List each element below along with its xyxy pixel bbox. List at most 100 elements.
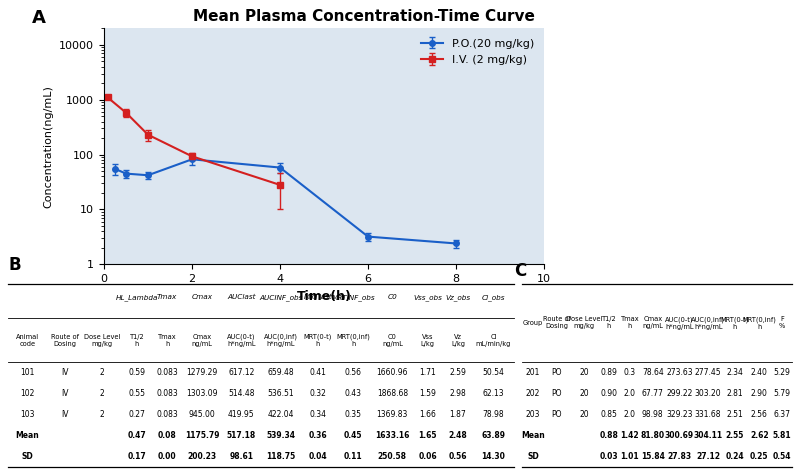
Text: 118.75: 118.75 <box>266 452 296 461</box>
Text: HL_Lambda: HL_Lambda <box>116 294 158 301</box>
Text: 6.37: 6.37 <box>774 410 790 419</box>
Text: 1.01: 1.01 <box>621 452 639 461</box>
Text: 536.51: 536.51 <box>268 389 294 398</box>
Text: B: B <box>8 256 21 274</box>
Text: 1175.79: 1175.79 <box>185 431 219 440</box>
Text: AUClast: AUClast <box>227 294 255 300</box>
Text: Cl
mL/min/kg: Cl mL/min/kg <box>476 334 511 346</box>
Text: Tmax
h: Tmax h <box>158 334 177 346</box>
Text: 0.03: 0.03 <box>599 452 618 461</box>
Text: Mean: Mean <box>521 431 545 440</box>
Text: 2.34: 2.34 <box>726 368 743 377</box>
Text: AUC(0,inf)
h*ng/mL: AUC(0,inf) h*ng/mL <box>264 333 298 347</box>
Text: MRTINF_obs: MRTINF_obs <box>331 294 375 301</box>
Text: 329.23: 329.23 <box>666 410 693 419</box>
Text: 2.55: 2.55 <box>726 431 744 440</box>
Text: 945.00: 945.00 <box>189 410 215 419</box>
Text: 304.11: 304.11 <box>694 431 722 440</box>
Text: 2: 2 <box>100 389 105 398</box>
Text: 0.25: 0.25 <box>750 452 769 461</box>
Text: Cmax
ng/mL: Cmax ng/mL <box>642 316 663 329</box>
Text: 2.40: 2.40 <box>751 368 768 377</box>
Text: 27.83: 27.83 <box>667 452 691 461</box>
Text: F
%: F % <box>778 316 785 329</box>
Text: 1303.09: 1303.09 <box>186 389 218 398</box>
Text: Cmax: Cmax <box>191 294 213 300</box>
Text: C0: C0 <box>387 294 397 300</box>
Text: 0.55: 0.55 <box>129 389 146 398</box>
Text: 27.12: 27.12 <box>696 452 720 461</box>
Text: 5.79: 5.79 <box>774 389 790 398</box>
Text: 2.62: 2.62 <box>750 431 769 440</box>
Text: MRTlast: MRTlast <box>303 294 332 300</box>
Text: 0.47: 0.47 <box>127 431 146 440</box>
Text: 0.41: 0.41 <box>310 368 326 377</box>
Text: IV: IV <box>61 410 69 419</box>
Text: 1868.68: 1868.68 <box>377 389 408 398</box>
Text: 250.58: 250.58 <box>378 452 407 461</box>
Text: 1.66: 1.66 <box>419 410 436 419</box>
Text: 0.083: 0.083 <box>157 410 178 419</box>
Text: 300.69: 300.69 <box>665 431 694 440</box>
Text: 202: 202 <box>526 389 540 398</box>
Text: 0.3: 0.3 <box>624 368 636 377</box>
Y-axis label: Concentration(ng/mL): Concentration(ng/mL) <box>44 85 54 208</box>
Text: IV: IV <box>61 389 69 398</box>
Text: 20: 20 <box>579 410 589 419</box>
Text: 2.90: 2.90 <box>751 389 768 398</box>
Text: 1.87: 1.87 <box>450 410 466 419</box>
Text: 2.48: 2.48 <box>449 431 467 440</box>
Text: 101: 101 <box>21 368 34 377</box>
Text: 2.56: 2.56 <box>751 410 768 419</box>
Text: 62.13: 62.13 <box>482 389 504 398</box>
Text: 102: 102 <box>21 389 34 398</box>
Text: AUCINF_obs: AUCINF_obs <box>259 294 302 301</box>
Text: 1.65: 1.65 <box>418 431 437 440</box>
Text: 0.90: 0.90 <box>600 389 618 398</box>
Text: 0.11: 0.11 <box>344 452 362 461</box>
Text: 514.48: 514.48 <box>228 389 254 398</box>
Text: 0.27: 0.27 <box>129 410 146 419</box>
Text: 50.54: 50.54 <box>482 368 504 377</box>
Text: MRT(0-t)
h: MRT(0-t) h <box>721 316 749 330</box>
Text: 20: 20 <box>579 389 589 398</box>
Text: 103: 103 <box>20 410 35 419</box>
Text: 63.89: 63.89 <box>482 431 506 440</box>
Text: T1/2
h: T1/2 h <box>602 316 616 329</box>
Text: SD: SD <box>22 452 34 461</box>
Text: 14.30: 14.30 <box>482 452 506 461</box>
Text: 0.54: 0.54 <box>773 452 791 461</box>
Text: PO: PO <box>552 410 562 419</box>
Text: PO: PO <box>552 389 562 398</box>
Text: AUC(0-t)
h*ng/mL: AUC(0-t) h*ng/mL <box>665 316 694 330</box>
Text: 299.22: 299.22 <box>666 389 693 398</box>
Text: 0.17: 0.17 <box>127 452 146 461</box>
Text: 1660.96: 1660.96 <box>377 368 408 377</box>
Text: 203: 203 <box>526 410 540 419</box>
Text: 2.59: 2.59 <box>450 368 466 377</box>
Text: 0.43: 0.43 <box>345 389 362 398</box>
Text: 0.34: 0.34 <box>310 410 326 419</box>
Text: 0.45: 0.45 <box>344 431 362 440</box>
Text: IV: IV <box>61 368 69 377</box>
Text: Route of
Dosing: Route of Dosing <box>51 334 79 346</box>
Text: 1279.29: 1279.29 <box>186 368 218 377</box>
Text: 1633.16: 1633.16 <box>375 431 410 440</box>
Text: Mean: Mean <box>16 431 39 440</box>
Text: 67.77: 67.77 <box>642 389 664 398</box>
Legend: P.O.(20 mg/kg), I.V. (2 mg/kg): P.O.(20 mg/kg), I.V. (2 mg/kg) <box>416 34 538 70</box>
Text: Cl_obs: Cl_obs <box>482 294 506 301</box>
Text: 0.00: 0.00 <box>158 452 177 461</box>
Text: 277.45: 277.45 <box>695 368 722 377</box>
Text: 0.88: 0.88 <box>599 431 618 440</box>
Text: 200.23: 200.23 <box>187 452 217 461</box>
Text: 0.083: 0.083 <box>157 389 178 398</box>
Text: 0.06: 0.06 <box>418 452 437 461</box>
Text: 303.20: 303.20 <box>695 389 722 398</box>
Text: 98.98: 98.98 <box>642 410 663 419</box>
Text: 0.89: 0.89 <box>601 368 618 377</box>
Text: Vz_obs: Vz_obs <box>446 294 470 301</box>
Text: 0.85: 0.85 <box>601 410 618 419</box>
Text: 2: 2 <box>100 368 105 377</box>
Text: 0.08: 0.08 <box>158 431 177 440</box>
